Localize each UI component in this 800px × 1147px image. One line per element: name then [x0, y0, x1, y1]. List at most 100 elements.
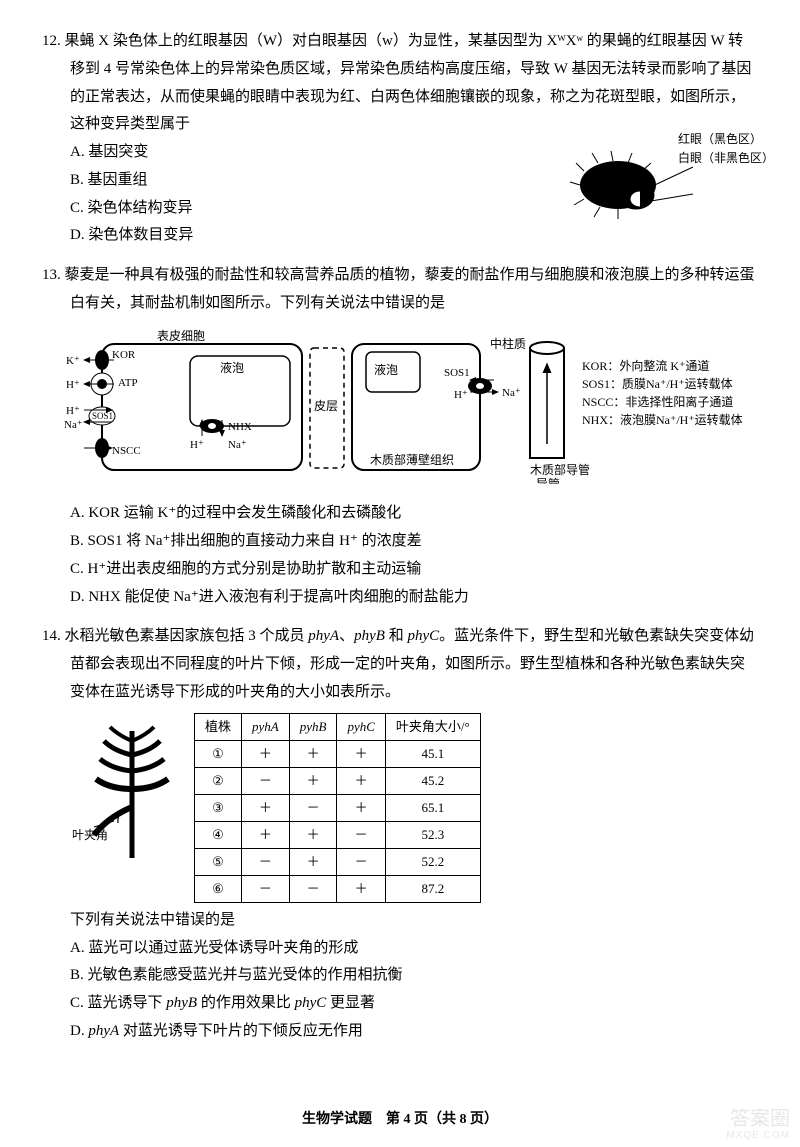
- q13-options: A. KOR 运输 K⁺的过程中会发生磷酸化和去磷酸化 B. SOS1 将 Na…: [42, 500, 758, 611]
- svg-text:SOS1: SOS1: [92, 411, 113, 421]
- th-phyB: pyhB: [289, 713, 337, 740]
- table-cell: ③: [195, 794, 242, 821]
- table-row: ⑥－－＋87.2: [195, 875, 481, 902]
- table-cell: －: [337, 848, 385, 875]
- table-row: ③＋－＋65.1: [195, 794, 481, 821]
- svg-text:液泡: 液泡: [374, 362, 398, 377]
- svg-text:NHX：液泡膜Na⁺/H⁺运转载体: NHX：液泡膜Na⁺/H⁺运转载体: [582, 412, 743, 427]
- th-phyA: pyhA: [242, 713, 290, 740]
- q14-opt-c: C. 蓝光诱导下 phyB 的作用效果比 phyC 更显著: [70, 990, 758, 1018]
- svg-text:ATP: ATP: [118, 377, 138, 389]
- q14-opt-d: D. phyA 对蓝光诱导下叶片的下倾反应无作用: [70, 1018, 758, 1046]
- svg-text:Na⁺: Na⁺: [228, 439, 247, 451]
- table-cell: －: [242, 875, 290, 902]
- q12-stem: 12. 果蝇 X 染色体上的红眼基因（W）对白眼基因（w）为显性，某基因型为 X…: [42, 28, 758, 139]
- table-cell: ＋: [337, 875, 385, 902]
- svg-text:KOR: KOR: [112, 349, 136, 361]
- table-cell: ＋: [242, 794, 290, 821]
- table-header-row: 植株 pyhA pyhB pyhC 叶夹角大小/°: [195, 713, 481, 740]
- svg-text:Na⁺: Na⁺: [64, 419, 83, 431]
- svg-text:木质部导管: 木质部导管: [530, 462, 590, 477]
- table-cell: ＋: [242, 821, 290, 848]
- svg-text:H⁺: H⁺: [66, 405, 80, 417]
- table-cell: ②: [195, 767, 242, 794]
- q14-stem: 14. 水稻光敏色素基因家族包括 3 个成员 phyA、phyB 和 phyC。…: [42, 623, 758, 706]
- q13-opt-a: A. KOR 运输 K⁺的过程中会发生磷酸化和去磷酸化: [70, 500, 758, 528]
- q13-number: 13.: [42, 267, 61, 283]
- table-cell: －: [289, 794, 337, 821]
- th-plant: 植株: [195, 713, 242, 740]
- table-row: ①＋＋＋45.1: [195, 740, 481, 767]
- table-cell: ＋: [289, 848, 337, 875]
- svg-text:SOS1: SOS1: [444, 367, 470, 379]
- q14-figure-table: 叶夹角 植株 pyhA pyhB pyhC 叶夹角大小/° ①＋＋＋45.1②－…: [70, 713, 758, 903]
- fly-labels: 红眼（黑色区） 白眼（非黑色区）: [678, 130, 774, 168]
- q14-number: 14.: [42, 628, 61, 644]
- svg-text:Na⁺: Na⁺: [502, 387, 521, 399]
- table-cell: 45.1: [385, 740, 480, 767]
- svg-text:H⁺: H⁺: [454, 389, 468, 401]
- q12-number: 12.: [42, 33, 61, 49]
- q13-diagram: 表皮细胞 液泡 NHX H⁺ Na⁺ KOR K⁺ ATP H⁺: [52, 324, 758, 495]
- table-cell: 52.3: [385, 821, 480, 848]
- table-cell: ⑥: [195, 875, 242, 902]
- table-row: ④＋＋－52.3: [195, 821, 481, 848]
- q14-sub: 下列有关说法中错误的是 A. 蓝光可以通过蓝光受体诱导叶夹角的形成 B. 光敏色…: [42, 907, 758, 1046]
- table-cell: 52.2: [385, 848, 480, 875]
- question-12: 12. 果蝇 X 染色体上的红眼基因（W）对白眼基因（w）为显性，某基因型为 X…: [42, 28, 758, 250]
- table-cell: ＋: [289, 740, 337, 767]
- svg-text:NHX: NHX: [228, 421, 252, 433]
- svg-text:SOS1：质膜Na⁺/H⁺运转载体: SOS1：质膜Na⁺/H⁺运转载体: [582, 376, 733, 391]
- q13-stem: 13. 藜麦是一种具有极强的耐盐性和较高营养品质的植物，藜麦的耐盐作用与细胞膜和…: [42, 262, 758, 318]
- svg-text:K⁺: K⁺: [66, 355, 80, 367]
- svg-text:NSCC：非选择性阳离子通道: NSCC：非选择性阳离子通道: [582, 394, 733, 409]
- table-cell: ④: [195, 821, 242, 848]
- label-epidermis: 表皮细胞: [157, 329, 205, 343]
- svg-text:NSCC: NSCC: [112, 445, 141, 457]
- q14-sub-text: 下列有关说法中错误的是: [70, 907, 758, 935]
- table-cell: －: [242, 848, 290, 875]
- q13-text: 藜麦是一种具有极强的耐盐性和较高营养品质的植物，藜麦的耐盐作用与细胞膜和液泡膜上…: [65, 267, 755, 311]
- svg-text:中柱质: 中柱质: [490, 336, 526, 351]
- page-footer: 生物学试题 第 4 页（共 8 页）: [0, 1107, 800, 1133]
- q14-opt-b: B. 光敏色素能感受蓝光并与蓝光受体的作用相抗衡: [70, 962, 758, 990]
- table-cell: ＋: [337, 767, 385, 794]
- table-row: ⑤－＋－52.2: [195, 848, 481, 875]
- q14-table: 植株 pyhA pyhB pyhC 叶夹角大小/° ①＋＋＋45.1②－＋＋45…: [194, 713, 481, 903]
- fly-figure: 红眼（黑色区） 白眼（非黑色区）: [568, 130, 768, 220]
- table-cell: －: [337, 821, 385, 848]
- table-cell: －: [242, 767, 290, 794]
- q12-text: 果蝇 X 染色体上的红眼基因（W）对白眼基因（w）为显性，某基因型为 XᵂXʷ …: [65, 33, 752, 132]
- label-white-eye: 白眼（非黑色区）: [678, 149, 774, 168]
- question-14: 14. 水稻光敏色素基因家族包括 3 个成员 phyA、phyB 和 phyC。…: [42, 623, 758, 1045]
- table-cell: ⑤: [195, 848, 242, 875]
- svg-text:皮层: 皮层: [314, 399, 338, 413]
- table-cell: 87.2: [385, 875, 480, 902]
- table-body: ①＋＋＋45.1②－＋＋45.2③＋－＋65.1④＋＋－52.3⑤－＋－52.2…: [195, 740, 481, 902]
- svg-text:H⁺: H⁺: [66, 379, 80, 391]
- label-red-eye: 红眼（黑色区）: [678, 130, 774, 149]
- table-cell: ＋: [337, 794, 385, 821]
- svg-text:导管: 导管: [536, 476, 560, 484]
- table-cell: －: [289, 875, 337, 902]
- th-angle: 叶夹角大小/°: [385, 713, 480, 740]
- svg-text:叶夹角: 叶夹角: [72, 828, 108, 842]
- table-cell: ①: [195, 740, 242, 767]
- svg-text:KOR：外向整流 K⁺通道: KOR：外向整流 K⁺通道: [582, 358, 709, 373]
- table-cell: 65.1: [385, 794, 480, 821]
- table-cell: ＋: [337, 740, 385, 767]
- table-cell: 45.2: [385, 767, 480, 794]
- th-phyC: pyhC: [337, 713, 385, 740]
- q13-opt-b: B. SOS1 将 Na⁺排出细胞的直接动力来自 H⁺ 的浓度差: [70, 528, 758, 556]
- svg-text:木质部薄壁组织: 木质部薄壁组织: [370, 452, 454, 467]
- table-row: ②－＋＋45.2: [195, 767, 481, 794]
- table-cell: ＋: [289, 821, 337, 848]
- q13-opt-c: C. H⁺进出表皮细胞的方式分别是协助扩散和主动运输: [70, 556, 758, 584]
- svg-text:H⁺: H⁺: [190, 439, 204, 451]
- q14-text: 水稻光敏色素基因家族包括 3 个成员 phyA、phyB 和 phyC。蓝光条件…: [65, 628, 755, 700]
- q13-opt-d: D. NHX 能促使 Na⁺进入液泡有利于提高叶肉细胞的耐盐能力: [70, 584, 758, 612]
- table-cell: ＋: [289, 767, 337, 794]
- question-13: 13. 藜麦是一种具有极强的耐盐性和较高营养品质的植物，藜麦的耐盐作用与细胞膜和…: [42, 262, 758, 611]
- svg-text:液泡: 液泡: [220, 360, 244, 375]
- table-cell: ＋: [242, 740, 290, 767]
